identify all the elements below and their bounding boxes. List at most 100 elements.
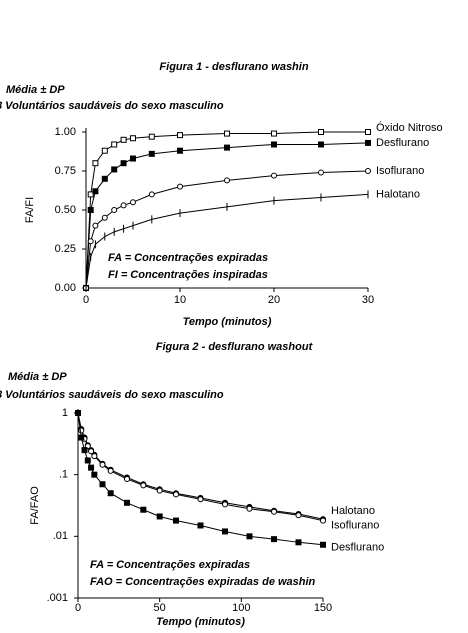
x-tick-label: 30 xyxy=(362,294,374,306)
data-point xyxy=(111,166,118,173)
data-point xyxy=(140,506,147,513)
data-point xyxy=(222,528,228,535)
data-point xyxy=(91,471,98,478)
legend-label: Isoflurano xyxy=(376,165,424,177)
series-line xyxy=(77,412,324,522)
data-point xyxy=(148,191,155,198)
data-point xyxy=(101,175,108,182)
data-point xyxy=(365,168,371,174)
data-point xyxy=(222,501,228,508)
legend-label: Desflurano xyxy=(331,542,384,554)
data-point xyxy=(318,129,324,135)
data-point xyxy=(120,136,127,143)
data-point xyxy=(246,533,253,540)
data-point xyxy=(295,539,302,546)
y-axis-label: FA/FAO xyxy=(29,486,41,525)
data-point xyxy=(130,199,136,206)
data-point xyxy=(99,461,106,468)
data-point xyxy=(156,487,163,494)
data-point xyxy=(173,517,179,524)
annotation: FAO = Concentrações expiradas de washin xyxy=(90,576,316,588)
data-point xyxy=(318,169,324,176)
data-point xyxy=(224,177,230,184)
subtitle: Média ± DP xyxy=(8,371,67,383)
legend-label: Óxido Nitroso xyxy=(376,121,443,134)
data-point xyxy=(197,522,204,529)
data-point xyxy=(130,155,136,162)
data-point xyxy=(320,541,326,548)
x-axis-label: Tempo (minutos) xyxy=(156,616,245,628)
data-point xyxy=(92,222,99,229)
data-point xyxy=(197,496,204,503)
data-point xyxy=(87,238,94,245)
x-tick-label: 0 xyxy=(75,602,81,614)
legend-label: Halotano xyxy=(376,188,420,200)
x-tick-label: 50 xyxy=(154,602,166,614)
data-point xyxy=(271,141,277,148)
data-point xyxy=(84,457,91,464)
data-point xyxy=(318,141,324,148)
data-point xyxy=(78,427,85,434)
data-point xyxy=(130,135,136,142)
data-point xyxy=(271,130,277,137)
data-point xyxy=(271,536,277,543)
subtitle: 8 Voluntários saudáveis do sexo masculin… xyxy=(0,389,224,401)
x-tick-label: 20 xyxy=(268,294,280,306)
data-point xyxy=(124,476,130,483)
y-tick-label: 1.00 xyxy=(55,126,76,138)
chart-title: Figura 2 - desflurano washout xyxy=(156,341,314,353)
legend-label: Isoflurano xyxy=(331,519,379,531)
data-point xyxy=(111,207,118,213)
data-point xyxy=(87,207,94,213)
data-point xyxy=(271,508,277,515)
legend-label: Halotano xyxy=(331,505,375,517)
data-point xyxy=(173,491,179,498)
y-tick-label: .1 xyxy=(59,469,68,481)
data-point xyxy=(111,141,118,148)
data-point xyxy=(295,512,302,519)
y-tick-label: 0.00 xyxy=(55,282,76,294)
y-axis-label: FA/FI xyxy=(24,197,36,223)
data-point xyxy=(92,188,99,195)
y-tick-label: .001 xyxy=(47,592,68,604)
data-point xyxy=(101,214,108,221)
data-point xyxy=(88,464,95,471)
series-line xyxy=(85,142,369,289)
y-tick-label: .01 xyxy=(53,530,68,542)
subtitle: 8 Voluntários saudáveis do sexo masculin… xyxy=(0,100,224,112)
annotation: FA = Concentrações expiradas xyxy=(90,559,250,571)
data-point xyxy=(92,160,99,167)
data-point xyxy=(81,447,88,454)
data-point xyxy=(124,499,130,506)
y-tick-label: 1 xyxy=(62,407,68,419)
data-point xyxy=(320,517,326,524)
data-point xyxy=(101,147,108,154)
annotation: FI = Concentrações inspiradas xyxy=(108,269,268,281)
x-tick-label: 150 xyxy=(314,602,332,614)
data-point xyxy=(107,467,114,474)
x-axis-label: Tempo (minutos) xyxy=(183,316,272,328)
y-tick-label: 0.50 xyxy=(55,204,76,216)
chart-title: Figura 1 - desflurano washin xyxy=(159,61,308,73)
data-point xyxy=(177,147,183,154)
x-tick-label: 10 xyxy=(174,294,186,306)
y-tick-label: 0.75 xyxy=(55,165,76,177)
data-point xyxy=(365,129,371,135)
data-point xyxy=(177,132,183,139)
data-point xyxy=(140,482,147,489)
legend-label: Desflurano xyxy=(376,137,429,149)
data-point xyxy=(78,434,85,441)
data-point xyxy=(75,410,81,416)
data-point xyxy=(148,133,155,140)
data-point xyxy=(365,139,371,146)
data-point xyxy=(107,490,114,497)
data-point xyxy=(271,172,277,179)
data-point xyxy=(224,130,230,137)
annotation: FA = Concentrações expiradas xyxy=(108,252,268,264)
data-point xyxy=(99,481,106,488)
y-tick-label: 0.25 xyxy=(55,243,76,255)
series-line xyxy=(77,412,324,520)
data-point xyxy=(148,150,155,157)
data-point xyxy=(224,144,230,151)
